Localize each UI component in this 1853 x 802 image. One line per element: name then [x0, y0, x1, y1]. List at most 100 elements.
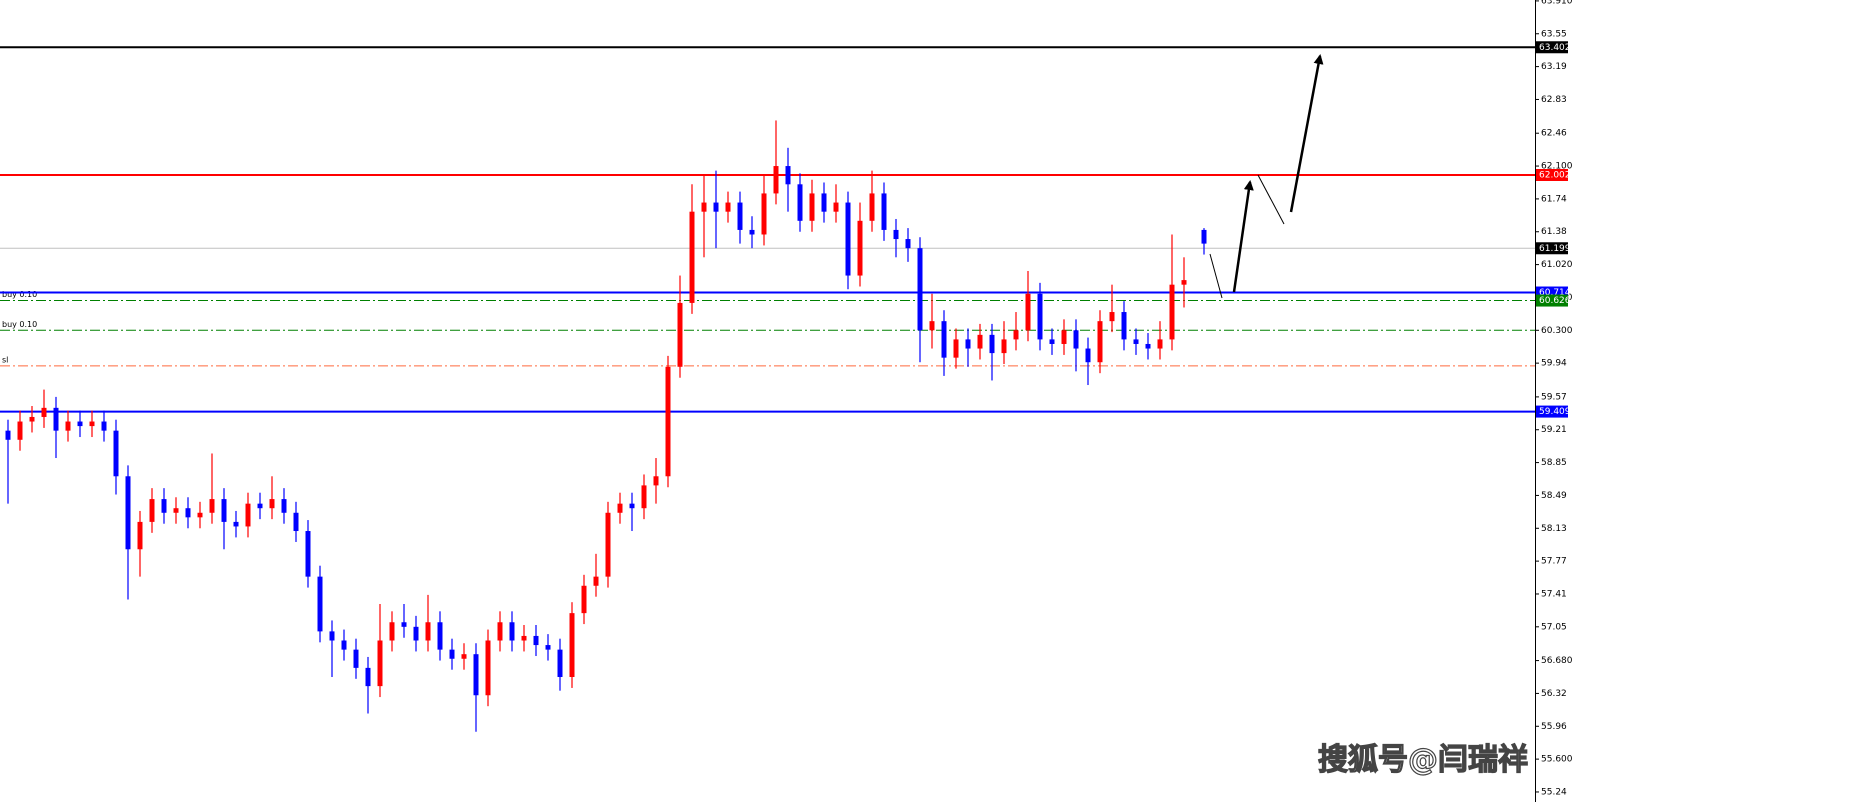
- candle-body: [1201, 229, 1207, 244]
- y-tick-label: 60.300: [1541, 326, 1573, 336]
- price-tag-label: 60.626: [1539, 296, 1571, 306]
- candle-body: [125, 476, 131, 550]
- candle-body: [1169, 284, 1175, 340]
- y-tick-label: 63.55: [1541, 29, 1567, 39]
- candle-body: [29, 416, 35, 422]
- y-tick-label: 61.74: [1541, 194, 1567, 204]
- candle-body: [1157, 339, 1163, 349]
- candle-body: [65, 421, 71, 431]
- candle-body: [965, 339, 971, 349]
- y-tick-label: 59.21: [1541, 425, 1567, 435]
- y-tick-label: 57.05: [1541, 622, 1567, 632]
- candle-body: [953, 339, 959, 358]
- projection-arrow: [1232, 180, 1254, 293]
- y-tick-label: 63.19: [1541, 62, 1567, 72]
- candle-body: [509, 622, 515, 641]
- candle-body: [305, 531, 311, 577]
- candle-body: [785, 166, 791, 185]
- candle-body: [317, 576, 323, 632]
- candle-body: [161, 499, 167, 513]
- candle-body: [725, 202, 731, 212]
- candle-body: [77, 421, 83, 427]
- candle-body: [257, 503, 263, 509]
- y-tick-label: 57.77: [1541, 557, 1567, 567]
- y-tick-label: 59.94: [1541, 359, 1567, 369]
- y-tick-label: 56.32: [1541, 689, 1567, 699]
- candle-body: [209, 499, 215, 513]
- candle-body: [269, 499, 275, 509]
- candle-body: [905, 239, 911, 249]
- candle-body: [197, 512, 203, 518]
- candle-body: [401, 622, 407, 627]
- candle-body: [941, 321, 947, 358]
- candle-body: [617, 503, 623, 513]
- candle-body: [341, 640, 347, 650]
- y-tick-label: 58.85: [1541, 458, 1567, 468]
- projection-line: [1257, 174, 1285, 225]
- candle-body: [281, 499, 287, 513]
- candle-body: [1109, 312, 1115, 322]
- candle-body: [701, 202, 707, 212]
- candle-body: [857, 220, 863, 276]
- candle-body: [893, 229, 899, 240]
- candle-body: [1049, 339, 1055, 344]
- price-tag-label: 62.002: [1539, 170, 1571, 180]
- candle-body: [677, 302, 683, 367]
- candle-body: [473, 654, 479, 696]
- candle-body: [101, 421, 107, 431]
- candle-body: [1121, 312, 1127, 340]
- projection-arrow: [1289, 54, 1324, 213]
- candle-body: [425, 622, 431, 641]
- candle-body: [1001, 339, 1007, 354]
- candle-body: [653, 476, 659, 486]
- candle-body: [173, 508, 179, 513]
- y-tick-label: 58.13: [1541, 524, 1567, 534]
- candle-body: [989, 334, 995, 354]
- y-tick-label: 55.600: [1541, 755, 1573, 765]
- candle-body: [761, 193, 767, 235]
- candle-body: [713, 202, 719, 212]
- price-tag-label: 61.199: [1539, 244, 1571, 254]
- candle-body: [593, 576, 599, 586]
- candle-body: [533, 635, 539, 646]
- candle-body: [605, 512, 611, 577]
- projection-arrows: [1209, 54, 1324, 299]
- candle-body: [581, 585, 587, 614]
- candle-body: [1085, 348, 1091, 363]
- y-tick-label: 62.83: [1541, 95, 1567, 105]
- candle-body: [89, 421, 95, 427]
- y-tick-label: 57.41: [1541, 589, 1567, 599]
- candle-body: [665, 366, 671, 477]
- candle-body: [521, 635, 527, 641]
- y-tick-label: 61.38: [1541, 227, 1567, 237]
- price-tag-label: 59.409: [1539, 407, 1571, 417]
- watermark: 搜狐号@闫瑞祥: [1318, 743, 1528, 778]
- candle-body: [1037, 293, 1043, 340]
- candle-body: [1013, 330, 1019, 340]
- candle-body: [737, 202, 743, 230]
- candle-body: [293, 512, 299, 532]
- candle-body: [353, 649, 359, 668]
- candle-body: [377, 640, 383, 687]
- candle-body: [1181, 280, 1187, 285]
- candle-body: [245, 503, 251, 527]
- order-label: buy 0.10: [2, 290, 37, 299]
- candle-body: [557, 649, 563, 678]
- candle-body: [773, 166, 779, 194]
- candle-body: [221, 499, 227, 522]
- candle-body: [845, 202, 851, 276]
- price-tag: [1536, 294, 1568, 307]
- candle-body: [545, 645, 551, 650]
- candle-body: [641, 485, 647, 509]
- candle-body: [881, 193, 887, 230]
- y-tick-label: 62.46: [1541, 129, 1567, 139]
- candle-body: [569, 613, 575, 678]
- candle-body: [1133, 339, 1139, 344]
- candle-body: [329, 631, 335, 641]
- candle-body: [869, 193, 875, 221]
- candle-body: [1073, 330, 1079, 349]
- candle-body: [821, 193, 827, 212]
- candle-body: [389, 622, 395, 641]
